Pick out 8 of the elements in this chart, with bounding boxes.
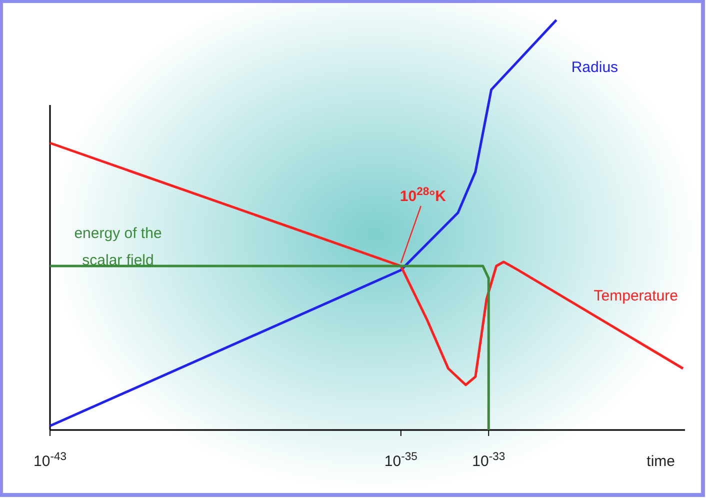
x-tick-label: 10$^{-35}$ [384, 451, 418, 470]
x-tick-label: 10$^{-43}$ [34, 451, 66, 470]
series-label: Temperature [594, 288, 678, 304]
x-tick-label: 10$^{-33}$ [472, 451, 506, 470]
text: Radius [571, 59, 618, 76]
x-axis-title: time [646, 453, 675, 470]
annotation: 10$^{28}$°K [400, 186, 446, 205]
series-label: energy of the scalar field [74, 225, 162, 269]
